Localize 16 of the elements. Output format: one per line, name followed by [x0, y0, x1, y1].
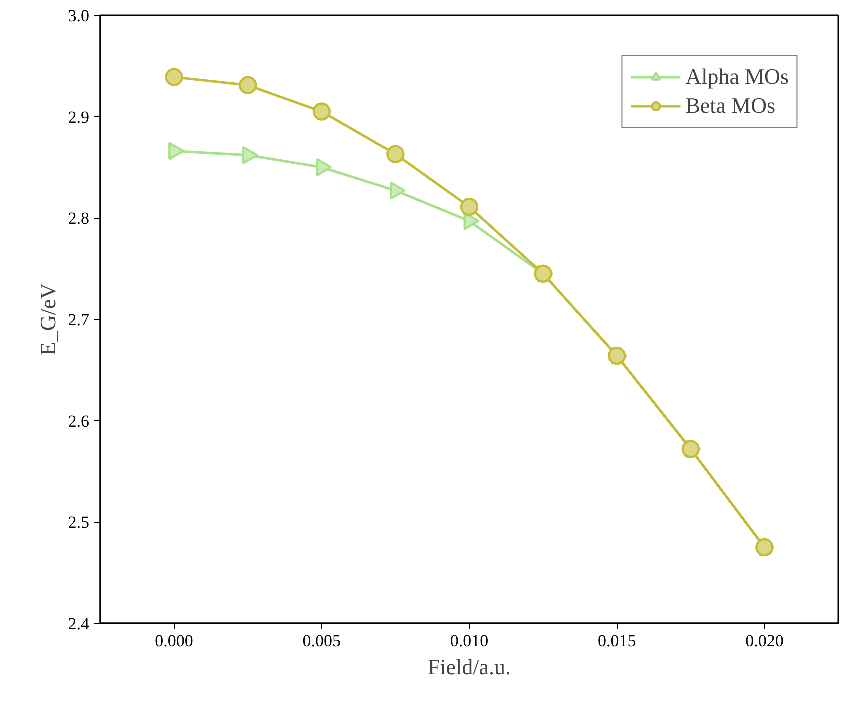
- x-tick-label: 0.010: [450, 632, 489, 650]
- x-tick-label: 0.005: [302, 632, 342, 650]
- y-tick-label: 2.4: [68, 614, 90, 634]
- y-tick-label: 2.5: [68, 513, 90, 532]
- y-tick-label: 3.0: [68, 6, 90, 26]
- x-tick-label: 0.020: [746, 632, 784, 650]
- y-tick-label: 2.9: [68, 108, 90, 127]
- y-tick-label: 2.7: [68, 310, 90, 330]
- x-tick-label: 0.000: [155, 632, 194, 650]
- y-tick-label: 2.6: [68, 412, 90, 431]
- y-axis-title: E_G/eV: [35, 283, 60, 356]
- legend-label: Alpha MOs: [686, 64, 789, 90]
- y-tick-label: 2.8: [68, 209, 90, 228]
- x-axis-title: Field/a.u.: [428, 654, 512, 680]
- legend-label: Beta MOs: [686, 93, 776, 119]
- x-tick-label: 0.015: [598, 632, 636, 650]
